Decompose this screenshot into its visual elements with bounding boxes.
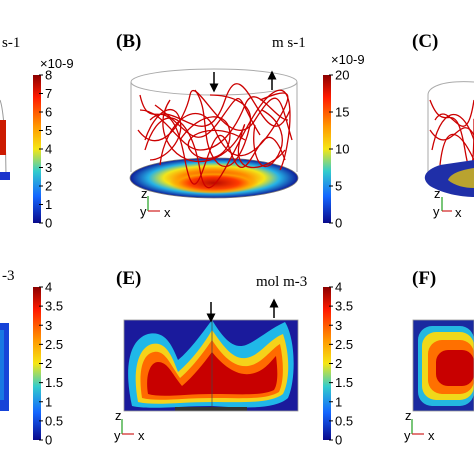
colorbar-tick-label: 2 [45, 179, 52, 194]
colorbar-tick-label: 2 [335, 356, 342, 371]
panel-b-unit: m s-1 [272, 35, 306, 51]
panel-a-unit: s-1 [2, 35, 20, 51]
panel-f: (F) z y x [404, 268, 474, 443]
panel-d-unit: -3 [2, 268, 15, 284]
panel-f-label: (F) [412, 268, 436, 289]
colorbar-tick-label: 1.5 [45, 375, 63, 390]
colorbar-tick-label: 4 [45, 142, 52, 157]
panel-e: (E) mol m-3 z y x 4 3.5 3 2.5 2 1.5 1 0.5 0 [114, 268, 353, 448]
colorbar-tick-label: 8 [45, 68, 52, 83]
panel-e-concentration-map [124, 320, 298, 411]
colorbar-tick-label: 2.5 [45, 337, 63, 352]
colorbar-tick-label: 10 [335, 142, 349, 157]
panel-b-scale: ×10-9 [331, 52, 365, 67]
colorbar-tick-label: 2.5 [335, 337, 353, 352]
colorbar-tick-label: 0 [45, 216, 52, 231]
colorbar-tick-label: 0 [335, 216, 342, 231]
colorbar-tick-label: 5 [45, 123, 52, 138]
colorbar-tick-label: 4 [45, 280, 52, 295]
panel-d: -3 4 3.5 3 2.5 2 1.5 1 0.5 0 [0, 268, 63, 448]
panel-e-colorbar [323, 287, 331, 440]
colorbar-tick-label: 3.5 [45, 299, 63, 314]
panel-c: (C) z y x [412, 31, 474, 220]
colorbar-tick-label: 6 [45, 105, 52, 120]
panel-e-axis-x: x [138, 428, 145, 443]
panel-c-axis-y: y [433, 204, 440, 219]
colorbar-tick-label: 3 [45, 318, 52, 333]
panel-d-concentration-map [0, 323, 9, 411]
panel-e-axes: z y x [114, 408, 145, 443]
panel-a-ticks: 8 7 6 5 4 3 2 1 0 [39, 68, 52, 231]
panel-b-colorbar [323, 75, 331, 223]
panel-c-axis-z: z [434, 186, 441, 201]
colorbar-tick-label: 3 [45, 160, 52, 175]
colorbar-tick-label: 0.5 [45, 413, 63, 428]
colorbar-tick-label: 0 [335, 433, 342, 448]
panel-f-axis-z: z [405, 408, 412, 423]
panel-b-streamlines [137, 83, 293, 189]
colorbar-tick-label: 5 [335, 179, 342, 194]
panel-b-axis-x: x [164, 205, 171, 220]
colorbar-tick-label: 20 [335, 68, 349, 83]
panel-a-scale: ×10-9 [40, 56, 74, 71]
panel-f-axis-y: y [404, 428, 411, 443]
colorbar-tick-label: 4 [335, 280, 342, 295]
colorbar-tick-label: 3 [335, 318, 342, 333]
panel-b-axis-z: z [141, 186, 148, 201]
panel-f-axis-x: x [428, 428, 435, 443]
panel-b-axes: z y x [140, 186, 171, 220]
colorbar-tick-label: 0.5 [335, 413, 353, 428]
panel-a-streamlines [0, 120, 6, 155]
panel-c-label: (C) [412, 31, 438, 52]
colorbar-tick-label: 7 [45, 86, 52, 101]
colorbar-tick-label: 1 [335, 394, 342, 409]
panel-d-ticks: 4 3.5 3 2.5 2 1.5 1 0.5 0 [39, 280, 63, 448]
panel-b-label: (B) [116, 31, 141, 52]
colorbar-tick-label: 1.5 [335, 375, 353, 390]
panel-a: s-1 ×10-9 8 7 6 5 4 3 2 1 0 [0, 35, 74, 231]
colorbar-tick-label: 3.5 [335, 299, 353, 314]
panel-e-axis-z: z [115, 408, 122, 423]
panel-e-ticks: 4 3.5 3 2.5 2 1.5 1 0.5 0 [329, 280, 353, 448]
colorbar-tick-label: 15 [335, 105, 349, 120]
panel-c-axes: z y x [433, 186, 462, 220]
panel-e-label: (E) [116, 268, 141, 289]
panel-f-axes: z y x [404, 408, 435, 443]
panel-e-axis-y: y [114, 428, 121, 443]
colorbar-tick-label: 0 [45, 433, 52, 448]
colorbar-tick-label: 1 [45, 394, 52, 409]
panel-b-ticks: 20 15 10 5 0 [329, 68, 349, 231]
panel-f-concentration-map [413, 320, 474, 411]
panel-d-colorbar [33, 287, 41, 440]
panel-c-axis-x: x [455, 205, 462, 220]
colorbar-tick-label: 2 [45, 356, 52, 371]
panel-c-streamlines [429, 99, 474, 170]
colorbar-tick-label: 1 [45, 197, 52, 212]
panel-a-colorbar [33, 75, 41, 223]
panel-e-unit: mol m-3 [256, 274, 307, 290]
panel-b-axis-y: y [140, 204, 147, 219]
panel-b: (B) m s-1 ×10-9 [116, 31, 365, 231]
panel-a-base [0, 172, 10, 180]
